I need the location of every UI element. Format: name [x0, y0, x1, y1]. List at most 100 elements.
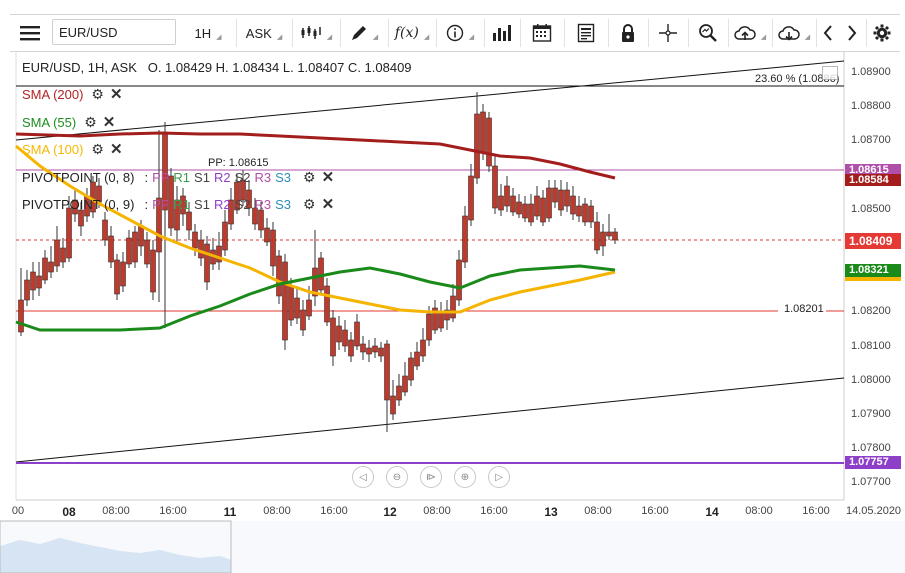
prev-icon[interactable]: ◁	[352, 466, 374, 488]
sma-price-box: 1.08321	[845, 264, 901, 277]
candle-body	[312, 267, 318, 297]
indicator-label[interactable]: PIVOTPOINT (0, 9)	[22, 197, 135, 212]
indicator-label[interactable]: SMA (100)	[22, 142, 84, 157]
close-icon[interactable]: ✕	[102, 114, 116, 131]
price-axis-label: 1.08700	[851, 134, 891, 147]
reset-icon[interactable]: ⧐	[420, 466, 442, 488]
candle-body	[366, 347, 372, 355]
candle-body	[306, 299, 312, 317]
indicator-label[interactable]: PIVOTPOINT (0, 8)	[22, 170, 135, 185]
gear-icon[interactable]: ⚙	[303, 196, 316, 212]
lock-button[interactable]	[610, 19, 646, 47]
purple-line-price-box: 1.07757	[845, 456, 901, 469]
candle-body	[600, 231, 606, 247]
symbol-value: EUR/USD	[59, 24, 118, 40]
pencil-icon	[351, 26, 366, 40]
candle-body	[132, 231, 138, 263]
indicator-separator: :	[144, 197, 149, 212]
gear-icon[interactable]: ⚙	[91, 86, 104, 102]
candle-body	[486, 117, 492, 167]
candle-body	[534, 195, 540, 217]
trendline-upper	[15, 60, 845, 141]
info-button[interactable]: ◢	[438, 19, 482, 47]
candle-body	[594, 221, 600, 251]
candle-body	[576, 205, 582, 217]
sma100-price-marker	[845, 277, 901, 281]
candle-body	[390, 395, 396, 415]
indicator-legend-row: PIVOTPOINT (0, 9): PP R1 S1 R2 S2 R3 S3 ⚙ ✕	[22, 195, 334, 213]
candle-body	[294, 297, 300, 319]
candle-body	[528, 203, 534, 223]
candle-body	[18, 299, 24, 333]
gear-icon[interactable]: ⚙	[91, 141, 104, 157]
candle-body	[216, 245, 222, 263]
time-axis-label: 14.05.2020	[846, 505, 902, 517]
close-icon[interactable]: ✕	[321, 196, 335, 213]
pivot-part-label: S1	[194, 197, 210, 212]
gear-icon[interactable]: ⚙	[303, 169, 316, 185]
menu-icon[interactable]	[16, 19, 44, 47]
candle-body	[456, 259, 462, 301]
scroll-left-button[interactable]	[816, 19, 840, 47]
next-icon[interactable]: ▷	[488, 466, 510, 488]
candle-body	[498, 195, 504, 211]
candle-body	[564, 189, 570, 207]
chart-type-button[interactable]: ◢	[294, 19, 338, 47]
zoom-button[interactable]	[690, 19, 726, 47]
symbol-info: EUR/USD, 1H, ASK	[22, 60, 137, 75]
time-axis-label: 16:00	[641, 505, 669, 517]
candle-body	[60, 247, 66, 263]
close-icon[interactable]: ✕	[109, 141, 123, 158]
indicators-button[interactable]: f(x) ◢	[394, 25, 430, 41]
candle-body	[114, 259, 120, 295]
time-axis-label: 08:00	[102, 505, 130, 517]
indicator-legend-row: SMA (55) ⚙ ✕	[22, 113, 115, 131]
symbol-selector[interactable]: EUR/USD	[52, 19, 176, 45]
candle-body	[282, 261, 288, 341]
candle-body	[234, 181, 240, 211]
caret-icon: ◢	[276, 34, 283, 41]
navigator-window[interactable]	[0, 520, 232, 573]
draw-tool-button[interactable]: ◢	[342, 19, 386, 47]
candle-body	[252, 207, 258, 225]
time-axis-day-label: 08	[62, 505, 76, 519]
scroll-right-button[interactable]	[840, 19, 864, 47]
candle-body	[414, 351, 420, 367]
candle-body	[396, 385, 402, 401]
sma200-line	[15, 131, 616, 180]
candle-body	[108, 235, 114, 263]
indicator-label[interactable]: SMA (200)	[22, 87, 84, 102]
price-type-dropdown[interactable]: ASK ◢	[238, 19, 290, 47]
pivot-pp-label: PP: 1.08615	[208, 157, 269, 169]
indicator-label[interactable]: SMA (55)	[22, 115, 77, 130]
pivot-part-label: R3	[254, 197, 272, 212]
candle-body	[186, 211, 192, 231]
close-icon[interactable]: ✕	[321, 169, 335, 186]
calendar-button[interactable]	[522, 19, 562, 47]
candle-body	[138, 225, 144, 247]
candle-body	[30, 271, 36, 291]
candle-body	[336, 325, 342, 343]
settings-button[interactable]	[868, 19, 896, 47]
price-axis-label: 1.07700	[851, 476, 891, 489]
crosshair-button[interactable]	[650, 19, 686, 47]
pivot-part-label: S3	[275, 170, 292, 185]
candle-body	[120, 261, 126, 287]
zoom-out-icon[interactable]: ⊖	[386, 466, 408, 488]
calendar-icon	[532, 24, 552, 42]
timeframe-dropdown[interactable]: 1H ◢	[182, 19, 234, 47]
gear-icon[interactable]: ⚙	[84, 114, 97, 130]
candle-body	[156, 197, 162, 253]
candle-body	[180, 195, 186, 215]
zoom-in-icon[interactable]: ⊕	[454, 466, 476, 488]
volume-button[interactable]	[486, 19, 518, 47]
news-button[interactable]	[566, 19, 606, 47]
download-button[interactable]: ◢	[774, 19, 814, 47]
chart-maximize-icon[interactable]	[822, 66, 838, 80]
candle-body	[582, 203, 588, 223]
candle-body	[102, 219, 108, 241]
upload-button[interactable]: ◢	[730, 19, 770, 47]
candle-body	[432, 307, 438, 331]
close-icon[interactable]: ✕	[109, 86, 123, 103]
